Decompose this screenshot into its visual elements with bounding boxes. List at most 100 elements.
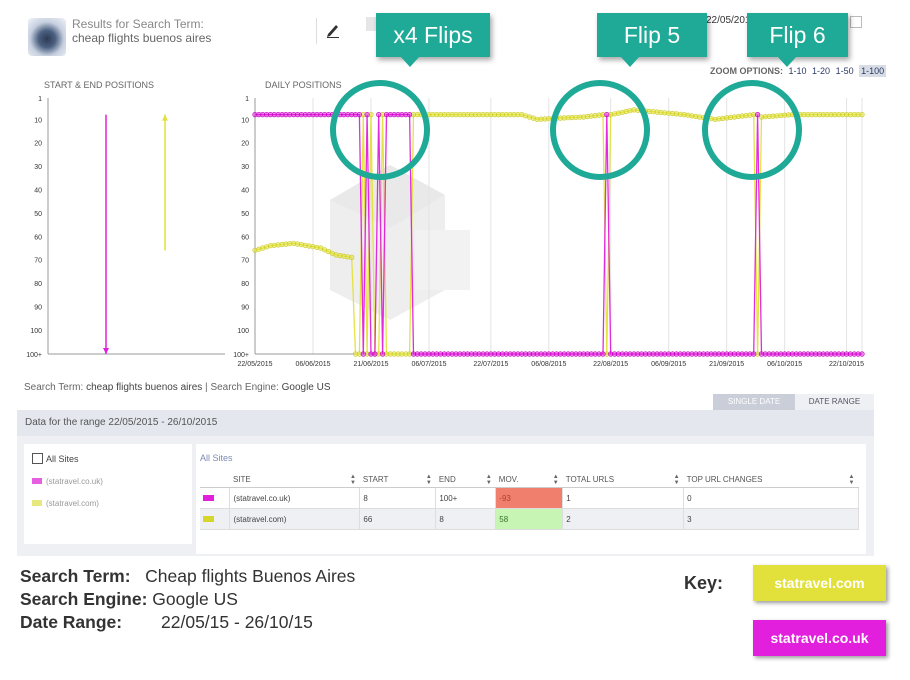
- start-end-y-tick-label: 20: [34, 141, 42, 148]
- daily-point: [859, 351, 865, 357]
- daily-x-tick-label: 06/10/2015: [767, 361, 802, 368]
- zoom-option-1-20[interactable]: 1-20: [812, 66, 831, 76]
- column-header-total-urls[interactable]: TOTAL URLS ▲ ▼: [562, 472, 684, 488]
- site-list-item-com[interactable]: (statravel.com): [32, 499, 99, 508]
- daily-y-tick-label: 90: [241, 305, 249, 312]
- daily-x-tick-label: 06/06/2015: [295, 361, 330, 368]
- com-swatch: [203, 515, 214, 522]
- zoom-option-1-100[interactable]: 1-100: [859, 65, 887, 77]
- sort-icon[interactable]: ▲ ▼: [425, 474, 432, 486]
- daily-point: [356, 111, 363, 118]
- start-end-y-tick-label: 100: [30, 328, 42, 335]
- daily-point: [372, 351, 378, 357]
- callout-x4-flips: x4 Flips: [376, 13, 490, 57]
- column-header-mov[interactable]: MOV. ▲ ▼: [495, 472, 563, 488]
- watermark-top: [330, 165, 445, 228]
- daily-point: [407, 111, 413, 118]
- callout-flip-6: Flip 6: [747, 13, 848, 57]
- column-header-site[interactable]: SITE ▲ ▼: [229, 472, 360, 488]
- column-header-top-url-changes[interactable]: TOP URL CHANGES ▲ ▼: [683, 472, 859, 488]
- start-end-y-tick-label: 10: [34, 117, 42, 124]
- daily-x-tick-label: 06/08/2015: [531, 361, 566, 368]
- arrowhead-0: [103, 348, 109, 354]
- key-statravel-co-uk: statravel.co.uk: [753, 620, 886, 656]
- daily-y-tick-label: 30: [241, 164, 249, 171]
- key-label: Key:: [684, 573, 724, 593]
- daily-y-tick-label: 40: [241, 188, 249, 195]
- search-term-value: cheap flights buenos aires: [86, 382, 203, 393]
- site-list-item-uk[interactable]: (statravel.co.uk): [32, 477, 103, 486]
- watermark-logo: [330, 165, 470, 320]
- cell-mov: -93: [495, 487, 564, 509]
- start-end-y-tick-label: 100+: [26, 352, 42, 359]
- search-info-line: Search Term: cheap flights buenos aires …: [24, 382, 331, 393]
- tab-date-range[interactable]: DATE RANGE: [795, 394, 874, 410]
- header-checkbox[interactable]: [850, 16, 862, 28]
- callout-x4-flips-tail: [400, 56, 420, 67]
- daily-series-markers-0: [252, 111, 865, 357]
- daily-point: [349, 254, 355, 260]
- site-list-item-label: (statravel.com): [46, 499, 99, 508]
- sites-table: SITE ▲ ▼ START ▲ ▼ END ▲ ▼ MOV. ▲ ▼ TOTAL URLS ▲ ▼…: [200, 472, 859, 530]
- summary-engine-value: Google US: [152, 589, 238, 609]
- zoom-option-1-10[interactable]: 1-10: [788, 66, 807, 76]
- all-sites-checkbox[interactable]: All Sites: [32, 453, 79, 464]
- results-label: Results for Search Term:: [72, 17, 204, 31]
- start-end-y-tick-label: 70: [34, 258, 42, 265]
- daily-point: [754, 111, 761, 118]
- sites-list: [24, 444, 192, 544]
- tab-single-date[interactable]: SINGLE DATE: [713, 394, 795, 410]
- header-divider: [316, 18, 317, 44]
- daily-chart-title: DAILY POSITIONS: [265, 80, 342, 90]
- sort-icon[interactable]: ▲ ▼: [848, 474, 855, 486]
- summary-range-label: Date Range:: [20, 612, 123, 632]
- sort-icon[interactable]: ▲ ▼: [485, 474, 492, 486]
- daily-y-tick-label: 70: [241, 258, 249, 265]
- checkbox-icon[interactable]: [32, 453, 43, 464]
- sort-icon[interactable]: ▲ ▼: [552, 474, 559, 486]
- daily-point: [604, 111, 610, 118]
- range-bar: Data for the range 22/05/2015 - 26/10/20…: [17, 410, 874, 436]
- zoom-label: ZOOM OPTIONS:: [710, 66, 783, 76]
- search-engine-label: Search Engine:: [210, 382, 279, 393]
- cell-start: 8: [359, 487, 437, 509]
- daily-point: [751, 351, 757, 357]
- site-list-item-label: (statravel.co.uk): [46, 477, 103, 486]
- daily-x-tick-label: 21/06/2015: [353, 361, 388, 368]
- highlight-circle-1: [550, 80, 650, 180]
- row-color-cell: [200, 508, 231, 530]
- cell-end: 8: [435, 508, 497, 530]
- watermark-block: [415, 230, 470, 290]
- callout-flip-5-tail: [620, 56, 640, 67]
- zoom-options: ZOOM OPTIONS: 1-10 1-20 1-50 1-100: [710, 65, 887, 77]
- start-end-y-tick-label: 40: [34, 188, 42, 195]
- daily-x-tick-label: 22/07/2015: [473, 361, 508, 368]
- column-header-end[interactable]: END ▲ ▼: [435, 472, 496, 488]
- date-field[interactable]: 22/05/2015: [706, 15, 757, 26]
- cell-start: 66: [359, 508, 437, 530]
- daily-y-tick-label: 50: [241, 211, 249, 218]
- cell-total-urls: 2: [562, 508, 685, 530]
- table-heading: All Sites: [200, 453, 233, 463]
- summary-date-range: Date Range: 22/05/15 - 26/10/15: [20, 612, 313, 633]
- pencil-icon[interactable]: [326, 22, 340, 38]
- zoom-option-1-50[interactable]: 1-50: [835, 66, 854, 76]
- cell-mov: 58: [495, 508, 564, 530]
- callout-flip-6-tail: [777, 56, 797, 67]
- sort-icon[interactable]: ▲ ▼: [673, 474, 680, 486]
- summary-term-value: Cheap flights Buenos Aires: [145, 566, 356, 586]
- daily-y-tick-label: 1: [245, 96, 249, 103]
- cell-top-url-changes: 0: [683, 487, 859, 509]
- cell-site: (statravel.com): [229, 508, 361, 530]
- daily-point: [380, 351, 386, 357]
- uk-swatch: [32, 478, 42, 484]
- sort-icon[interactable]: ▲ ▼: [349, 474, 356, 486]
- daily-x-tick-label: 06/07/2015: [411, 361, 446, 368]
- key-statravel-com: statravel.com: [753, 565, 886, 601]
- table-row[interactable]: (statravel.com) 66 8 58 2 3: [200, 508, 859, 530]
- toggle-box[interactable]: [366, 17, 376, 31]
- start-end-y-tick-label: 90: [34, 305, 42, 312]
- cell-site: (statravel.co.uk): [229, 487, 361, 509]
- table-row[interactable]: (statravel.co.uk) 8 100+ -93 1 0: [200, 487, 859, 509]
- column-header-start[interactable]: START ▲ ▼: [359, 472, 436, 488]
